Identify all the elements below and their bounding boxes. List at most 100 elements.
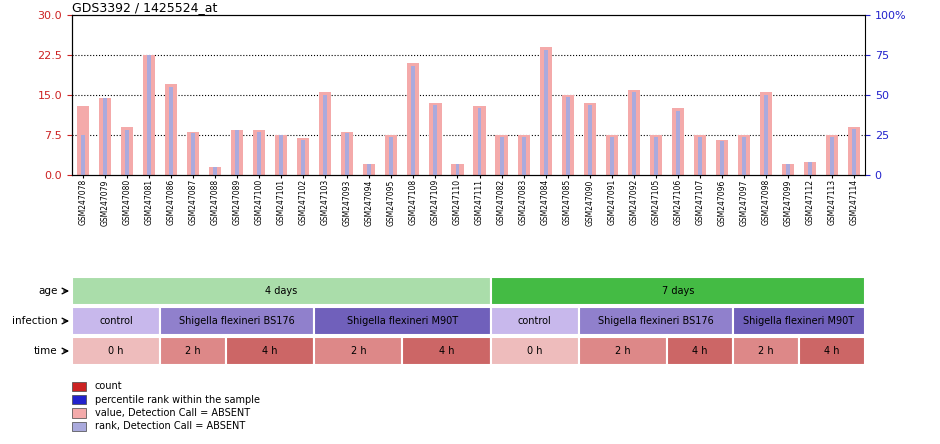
Bar	[697, 137, 702, 175]
Text: 0 h: 0 h	[526, 346, 542, 356]
Bar	[143, 55, 155, 175]
Bar	[543, 50, 548, 175]
Bar	[474, 106, 486, 175]
Bar	[231, 130, 243, 175]
Bar	[81, 135, 85, 175]
Text: 4 h: 4 h	[262, 346, 278, 356]
Bar	[368, 164, 371, 175]
Bar	[804, 162, 816, 175]
Bar	[341, 132, 353, 175]
Text: control: control	[100, 316, 133, 326]
Bar	[451, 164, 463, 175]
Bar	[235, 130, 239, 175]
Text: Shigella flexineri BS176: Shigella flexineri BS176	[598, 316, 713, 326]
Bar	[72, 422, 86, 431]
Bar	[323, 95, 327, 175]
Bar	[314, 337, 402, 365]
Bar	[275, 135, 288, 175]
Bar	[495, 135, 508, 175]
Text: Shigella flexineri BS176: Shigella flexineri BS176	[180, 316, 295, 326]
Text: infection: infection	[12, 316, 57, 326]
Bar	[125, 130, 129, 175]
Bar	[389, 137, 393, 175]
Text: 4 h: 4 h	[439, 346, 454, 356]
Text: Shigella flexineri M90T: Shigella flexineri M90T	[347, 316, 458, 326]
Bar	[694, 135, 706, 175]
Text: control: control	[518, 316, 552, 326]
Bar	[610, 137, 614, 175]
Bar	[491, 337, 579, 365]
Bar	[430, 103, 442, 175]
Bar	[499, 137, 504, 175]
Text: 4 days: 4 days	[265, 286, 297, 296]
Text: GDS3392 / 1425524_at: GDS3392 / 1425524_at	[72, 1, 217, 14]
Bar	[588, 105, 591, 175]
Bar	[738, 135, 750, 175]
Bar	[364, 164, 375, 175]
Bar	[826, 135, 838, 175]
Bar	[320, 92, 332, 175]
Bar	[456, 164, 460, 175]
Bar	[628, 90, 640, 175]
Bar	[103, 98, 107, 175]
Bar	[160, 337, 227, 365]
Bar	[72, 408, 86, 418]
Text: time: time	[34, 346, 57, 356]
Bar	[742, 137, 745, 175]
Bar	[715, 140, 728, 175]
Bar	[605, 135, 618, 175]
Bar	[407, 63, 419, 175]
Text: percentile rank within the sample: percentile rank within the sample	[95, 395, 259, 404]
Bar	[72, 277, 491, 305]
Bar	[799, 337, 865, 365]
Bar	[666, 337, 733, 365]
Bar	[402, 337, 491, 365]
Bar	[852, 129, 856, 175]
Bar	[148, 55, 151, 175]
Bar	[650, 135, 662, 175]
Text: count: count	[95, 381, 122, 391]
Bar	[786, 164, 790, 175]
Bar	[121, 127, 133, 175]
Bar	[302, 140, 306, 175]
Text: rank, Detection Call = ABSENT: rank, Detection Call = ABSENT	[95, 421, 244, 431]
Text: 2 h: 2 h	[758, 346, 774, 356]
Bar	[764, 95, 768, 175]
Text: age: age	[39, 286, 57, 296]
Bar	[584, 103, 596, 175]
Bar	[491, 307, 579, 335]
Bar	[99, 98, 111, 175]
Bar	[227, 337, 314, 365]
Bar	[209, 167, 221, 175]
Bar	[579, 337, 666, 365]
Bar	[160, 307, 314, 335]
Bar	[314, 307, 491, 335]
Bar	[653, 137, 658, 175]
Bar	[77, 106, 89, 175]
Bar	[733, 307, 865, 335]
Bar	[540, 47, 552, 175]
Bar	[522, 137, 525, 175]
Bar	[733, 337, 799, 365]
Bar	[491, 277, 865, 305]
Bar	[848, 127, 860, 175]
Bar	[72, 382, 86, 391]
Bar	[279, 135, 283, 175]
Bar	[676, 111, 680, 175]
Bar	[808, 162, 812, 175]
Text: 4 h: 4 h	[824, 346, 839, 356]
Bar	[478, 108, 481, 175]
Bar	[345, 133, 350, 175]
Bar	[169, 87, 173, 175]
Bar	[412, 66, 415, 175]
Bar	[518, 135, 529, 175]
Bar	[297, 138, 309, 175]
Bar	[72, 307, 160, 335]
Bar	[720, 141, 724, 175]
Bar	[672, 108, 683, 175]
Bar	[165, 84, 177, 175]
Bar	[385, 135, 398, 175]
Bar	[561, 95, 573, 175]
Text: 2 h: 2 h	[351, 346, 367, 356]
Bar	[187, 132, 199, 175]
